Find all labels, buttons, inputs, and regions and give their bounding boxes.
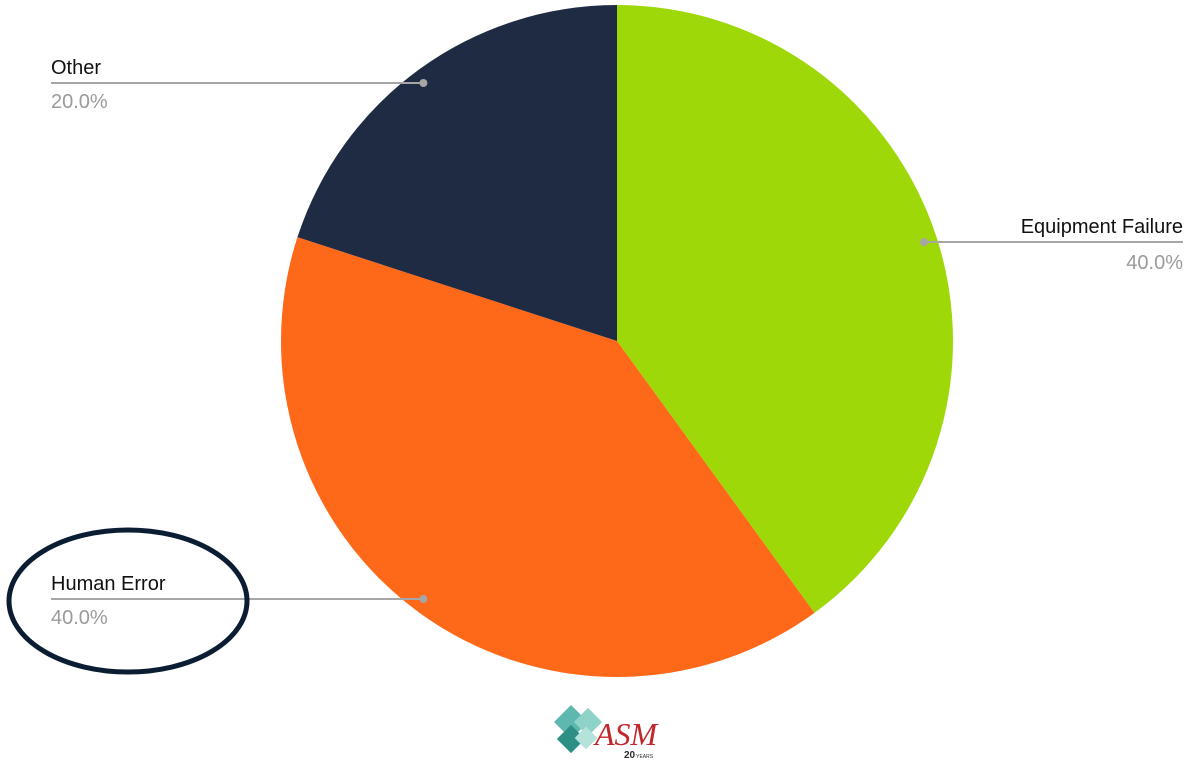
leader-lines [51,79,1183,603]
leader-dot [919,238,928,246]
label-equipment-failure: Equipment Failure [1021,216,1183,238]
logo-badge: 20YEARS [624,750,654,761]
percent-human-error: 40.0% [51,607,108,629]
logo-diamond [556,724,586,754]
logo-text: ASM [593,716,660,752]
pie-slice-other [297,5,617,341]
pie-slice-equipment-failure [617,5,954,613]
percent-equipment-failure: 40.0% [1126,252,1183,274]
asm-logo: ASM 20YEARS [554,705,660,761]
pie-slices [280,5,954,677]
pie-slice-human-error [280,237,815,677]
leader-dot [419,595,428,603]
label-human-error: Human Error [51,573,166,595]
label-other: Other [51,57,101,79]
percent-other: 20.0% [51,91,108,113]
leader-dot [419,79,428,87]
highlight-circle [6,527,250,675]
logo-diamond [573,707,603,737]
